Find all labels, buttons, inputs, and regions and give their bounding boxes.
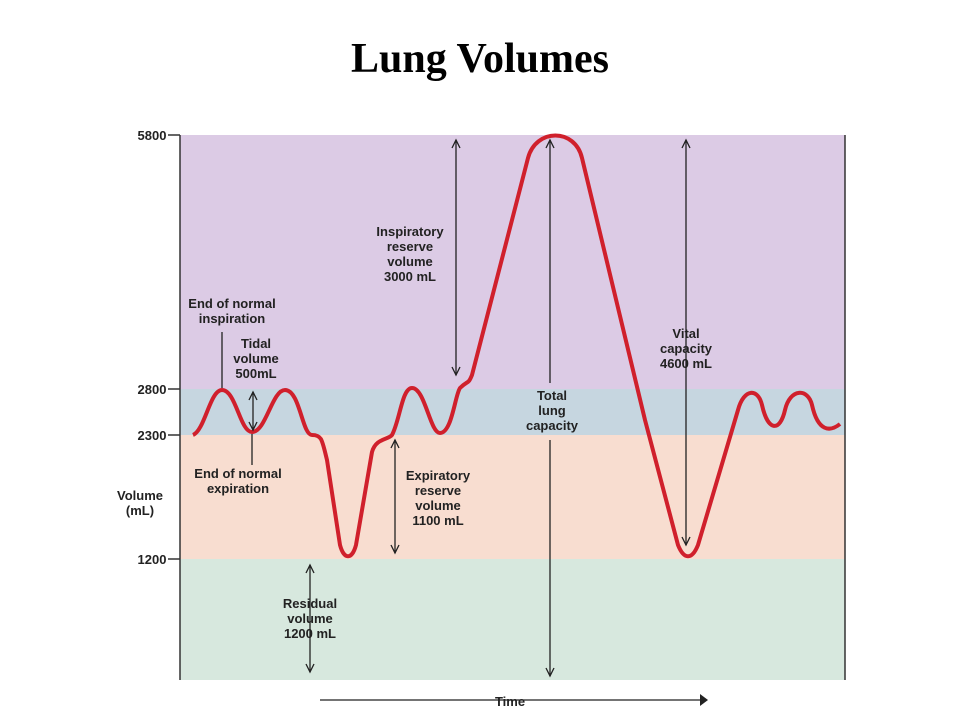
irv-label: 3000 mL bbox=[384, 269, 436, 284]
volume-curve bbox=[191, 133, 842, 559]
tlc-arrow-head bbox=[545, 138, 555, 149]
x-axis-label: Time bbox=[495, 694, 525, 709]
tidal-label: volume bbox=[233, 351, 279, 366]
tlc-label: Total bbox=[537, 388, 567, 403]
erv-label: reserve bbox=[415, 483, 461, 498]
y-tick-label: 2800 bbox=[138, 382, 167, 397]
y-axis-label: Volume bbox=[117, 488, 163, 503]
y-axis-label: (mL) bbox=[126, 503, 154, 518]
y-tick-label: 5800 bbox=[138, 128, 167, 143]
title: Lung Volumes bbox=[351, 36, 609, 82]
end-inspiration-label: inspiration bbox=[199, 311, 266, 326]
erv-arrow-head bbox=[390, 438, 400, 449]
vc-arrow-head bbox=[681, 138, 691, 149]
erv-band bbox=[180, 435, 845, 559]
erv-label: volume bbox=[415, 498, 461, 513]
irv-arrow-head bbox=[451, 138, 461, 149]
tidal-label: Tidal bbox=[241, 336, 271, 351]
residual-label: volume bbox=[287, 611, 333, 626]
end-expiration-label: expiration bbox=[207, 481, 269, 496]
tlc-label: capacity bbox=[526, 418, 579, 433]
residual-band bbox=[180, 559, 845, 680]
y-tick-label: 2300 bbox=[138, 428, 167, 443]
tlc-arrow-head bbox=[545, 667, 555, 678]
vc-label: 4600 mL bbox=[660, 356, 712, 371]
irv-arrow-head bbox=[451, 366, 461, 377]
irv-label: volume bbox=[387, 254, 433, 269]
y-tick-label: 1200 bbox=[138, 552, 167, 567]
irv-band bbox=[180, 135, 845, 389]
tidal-arrow-head bbox=[248, 421, 258, 432]
tidal-label: 500mL bbox=[235, 366, 276, 381]
time-arrowhead bbox=[700, 694, 708, 706]
residual-arrow-head bbox=[305, 563, 315, 574]
irv-label: reserve bbox=[387, 239, 433, 254]
irv-label: Inspiratory bbox=[376, 224, 444, 239]
tidal-arrow-head bbox=[248, 390, 258, 401]
labels: 5800 2800 2300 1200 Volume(mL) Time End of nor… bbox=[117, 128, 713, 709]
residual-label: Residual bbox=[283, 596, 337, 611]
residual-label: 1200 mL bbox=[284, 626, 336, 641]
arrows bbox=[168, 134, 691, 678]
end-expiration-label: End of normal bbox=[194, 466, 281, 481]
vc-label: capacity bbox=[660, 341, 713, 356]
erv-label: 1100 mL bbox=[412, 513, 463, 528]
end-inspiration-label: End of normal bbox=[188, 296, 275, 311]
plot bbox=[179, 133, 846, 706]
vc-label: Vital bbox=[672, 326, 699, 341]
vc-arrow-head bbox=[681, 536, 691, 547]
erv-arrow-head bbox=[390, 544, 400, 555]
erv-label: Expiratory bbox=[406, 468, 471, 483]
tlc-label: lung bbox=[538, 403, 565, 418]
residual-arrow-head bbox=[305, 663, 315, 674]
